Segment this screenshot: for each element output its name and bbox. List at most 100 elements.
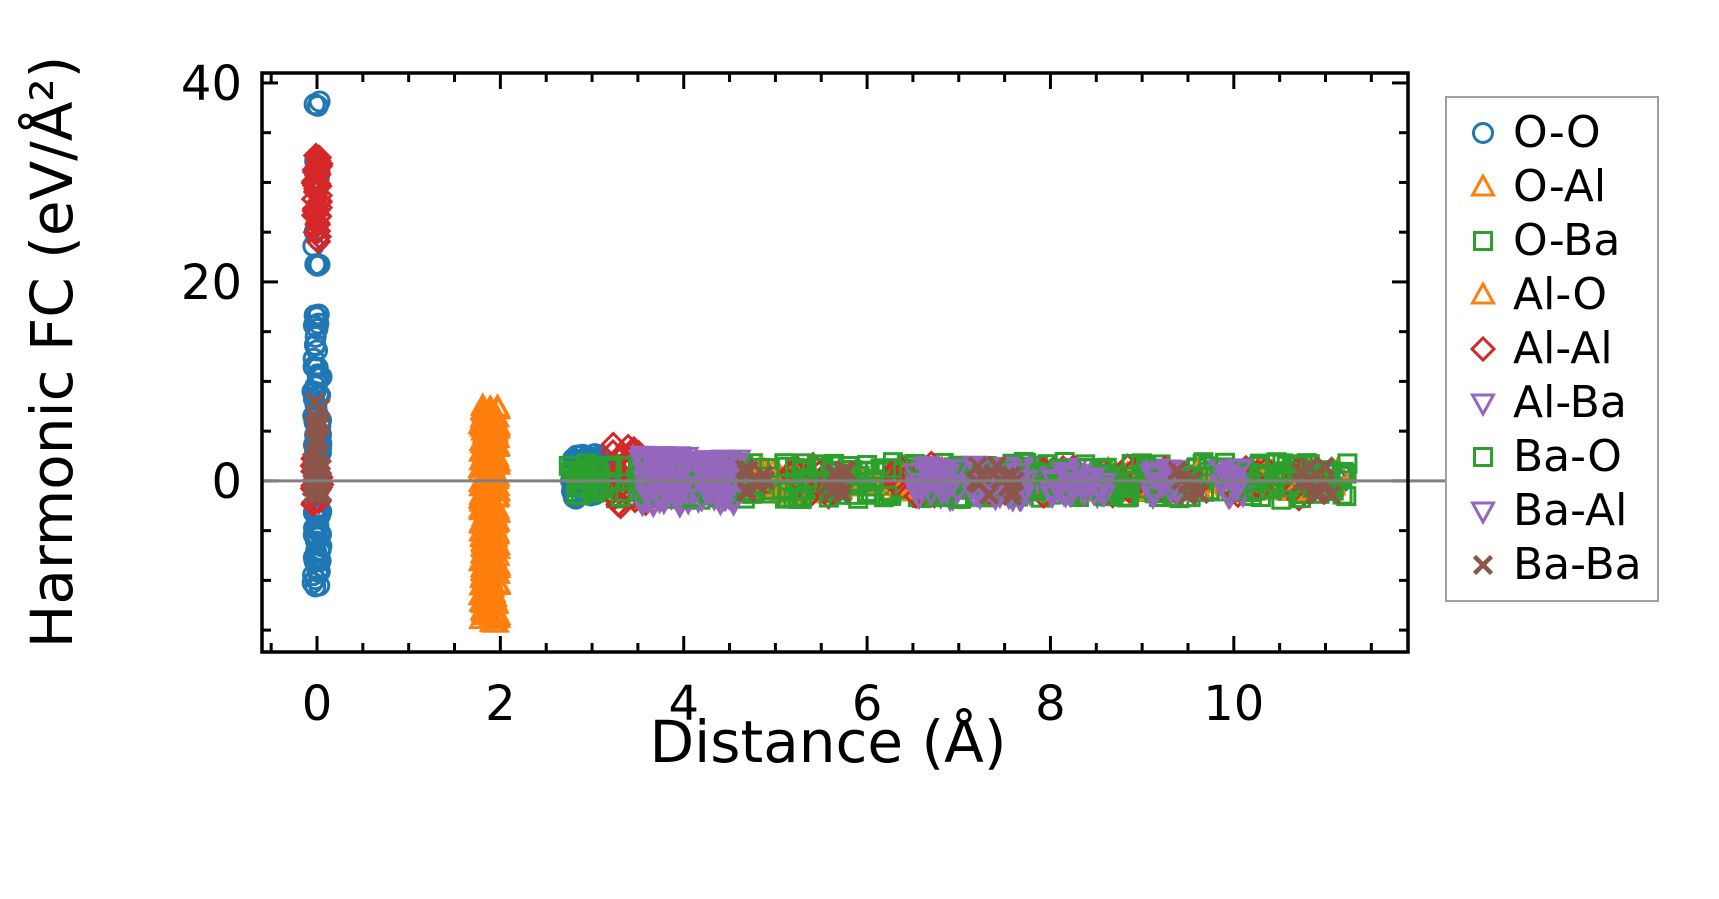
marker-diamond <box>305 217 332 245</box>
glyph <box>1469 335 1497 363</box>
marker-triangle-down <box>1215 486 1242 511</box>
marker-triangle-down <box>1140 481 1167 506</box>
marker-x <box>1321 484 1342 506</box>
marker-circle <box>303 93 326 116</box>
axes-frame <box>260 71 1410 654</box>
legend-label: Al-O <box>1513 269 1608 320</box>
marker-triangle-up <box>477 598 504 622</box>
x-tick-label-8: 8 <box>1035 676 1066 732</box>
marker-circle <box>306 356 329 379</box>
legend-marker-triangle-down-icon <box>1469 501 1497 526</box>
marker-square <box>585 482 606 503</box>
glyph <box>1472 122 1494 144</box>
legend-marker-x-icon <box>1472 554 1494 576</box>
marker-x <box>748 474 769 495</box>
x-tick-label-4: 4 <box>668 676 699 732</box>
marker-triangle-down <box>1050 483 1077 508</box>
marker-triangle-up <box>469 429 496 454</box>
marker-diamond <box>304 158 331 185</box>
legend-item-Ba-Ba: Ba-Ba <box>1461 538 1657 592</box>
legend-marker-triangle-up-icon <box>1469 280 1497 305</box>
x-tick-label-2: 2 <box>485 676 516 732</box>
y-tick-label-0: 0 <box>211 454 242 510</box>
legend-label: Ba-O <box>1513 431 1622 482</box>
legend-marker-diamond-icon <box>1469 335 1497 363</box>
marker-diamond <box>300 202 328 229</box>
legend-item-O-Ba: O-Ba <box>1461 214 1657 268</box>
marker-diamond <box>302 142 330 169</box>
marker-square <box>1121 453 1142 474</box>
marker-triangle-up <box>471 536 498 560</box>
legend-marker-square-icon <box>1473 231 1493 251</box>
glyph <box>1469 501 1497 526</box>
marker-triangle-down <box>712 450 739 475</box>
marker-triangle-up <box>485 412 512 436</box>
marker-triangle-up <box>470 513 497 537</box>
x-tick-label-6: 6 <box>852 676 883 732</box>
legend-label: Ba-Ba <box>1513 539 1642 590</box>
marker-triangle-down <box>664 490 691 515</box>
glyph <box>1469 393 1497 418</box>
marker-triangle-down <box>694 482 721 506</box>
marker-square <box>857 455 878 476</box>
marker-x <box>1188 483 1209 504</box>
marker-triangle-down <box>708 473 735 497</box>
marker-circle <box>301 571 324 594</box>
legend-marker-circle-icon <box>1472 122 1494 144</box>
marker-x <box>824 463 845 484</box>
x-tick-label-0: 0 <box>302 676 333 732</box>
marker-x <box>304 418 325 439</box>
marker-x <box>736 480 757 501</box>
marker-triangle-down <box>632 471 659 496</box>
glyph <box>1473 231 1493 251</box>
marker-triangle-up <box>475 427 502 452</box>
marker-diamond <box>307 150 334 177</box>
marker-triangle-down <box>725 449 752 474</box>
marker-triangle-up <box>485 535 512 559</box>
marker-diamond <box>600 431 627 458</box>
marker-circle <box>302 388 325 411</box>
y-axis-label: Harmonic FC (eV/Å²) <box>18 55 86 649</box>
legend-item-Al-Al: Al-Al <box>1461 322 1657 376</box>
legend-label: Al-Al <box>1513 323 1613 374</box>
marker-triangle-up <box>472 485 499 509</box>
marker-triangle-down <box>925 474 952 499</box>
legend: O-O O-Al O-Ba Al-O Al-Al Al-Ba Ba-O Ba-Al Ba-Ba <box>1445 96 1659 602</box>
marker-triangle-down <box>1073 474 1100 498</box>
y-tick-label-20: 20 <box>181 255 242 311</box>
legend-item-Ba-Al: Ba-Al <box>1461 484 1657 538</box>
x-tick-label-10: 10 <box>1203 676 1264 732</box>
marker-triangle-down <box>1142 462 1169 486</box>
legend-label: O-Ba <box>1513 215 1621 266</box>
marker-x <box>1299 456 1320 478</box>
marker-triangle-down <box>634 485 661 510</box>
glyph <box>1469 280 1497 305</box>
marker-square <box>857 482 878 503</box>
marker-x <box>1291 472 1312 493</box>
marker-circle <box>302 546 325 569</box>
marker-x <box>304 462 325 484</box>
marker-triangle-up <box>473 501 500 525</box>
marker-square <box>881 458 902 479</box>
marker-triangle-down <box>1087 476 1114 501</box>
marker-x <box>304 391 326 412</box>
marker-triangle-up <box>479 498 506 522</box>
marker-circle <box>305 515 328 538</box>
marker-circle <box>307 303 330 326</box>
marker-triangle-down <box>1139 486 1166 510</box>
marker-circle <box>306 254 329 277</box>
marker-x <box>1314 456 1335 477</box>
marker-triangle-down <box>648 473 675 498</box>
legend-marker-square-icon <box>1473 447 1493 467</box>
legend-marker-triangle-down-icon <box>1469 393 1497 418</box>
marker-circle <box>304 325 327 348</box>
marker-square <box>1271 489 1292 510</box>
legend-label: O-Al <box>1513 161 1607 212</box>
legend-label: O-O <box>1513 107 1601 158</box>
marker-square <box>862 476 883 497</box>
marker-x <box>312 482 333 503</box>
marker-square <box>1265 453 1286 474</box>
marker-x <box>831 474 852 495</box>
y-tick-label-40: 40 <box>181 56 242 112</box>
